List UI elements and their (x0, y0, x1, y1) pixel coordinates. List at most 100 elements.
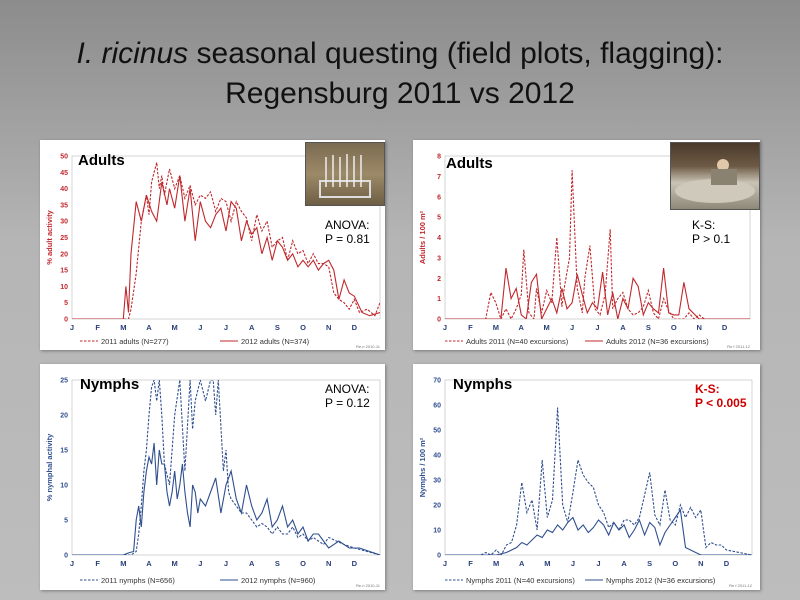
y-tick-label: 0 (437, 553, 441, 560)
x-tick-label: M (493, 559, 499, 568)
legend-label: 2011 adults (N=277) (101, 337, 169, 346)
plot-photo-image (319, 154, 371, 198)
source-tag: Re.n 2010-11 (356, 583, 381, 588)
chart-nymphs-plots: 0 5 10 15 20 25 % nymphal activity J F M A M J J A S O N D… (45, 378, 381, 589)
x-tick-label: N (326, 559, 331, 568)
x-tick-label: O (300, 323, 306, 332)
legend-label: 2012 adults (N=374) (241, 337, 310, 346)
x-tick-label: J (198, 559, 202, 568)
source-tag: Re f 2011-12 (727, 344, 751, 349)
x-tick-label: J (224, 323, 228, 332)
y-tick-label: 30 (433, 478, 441, 485)
x-tick-label: D (352, 559, 358, 568)
series-line-year1 (445, 407, 752, 555)
slide-title: I. ricinus seasonal questing (field plot… (0, 34, 800, 114)
series-line-year1 (72, 162, 380, 319)
plot-frame (444, 155, 751, 320)
x-tick-label: A (249, 323, 255, 332)
x-tick-label: M (120, 323, 126, 332)
x-tick-label: J (596, 559, 600, 568)
plot-frame (71, 379, 381, 556)
x-tick-label: S (647, 559, 652, 568)
y-tick-label: 70 (433, 378, 441, 385)
x-tick-label: A (146, 559, 152, 568)
x-tick-label: M (493, 323, 499, 332)
legend-label: 2011 nymphs (N=656) (101, 576, 175, 585)
x-tick-label: M (120, 559, 126, 568)
y-tick-label: 5 (64, 300, 68, 307)
y-tick-label: 20 (60, 413, 68, 420)
y-tick-label: 25 (60, 235, 68, 242)
y-tick-label: 1 (437, 296, 441, 303)
y-tick-label: 20 (433, 503, 441, 510)
ks-label: K-S: P < 0.005 (695, 382, 747, 410)
chart-panel-nymphs-car: 0 10 20 30 40 50 60 70 Nymphs / 100 m² J F M A M J J A S O… (413, 364, 760, 590)
x-tick-label: M (544, 559, 550, 568)
x-tick-label: A (146, 323, 152, 332)
y-axis-label: % nymphal activity (45, 433, 54, 501)
y-tick-label: 30 (60, 219, 68, 226)
car-photo (670, 142, 760, 210)
title-species: I. ricinus (76, 37, 189, 70)
stat-line2: P < 0.005 (695, 396, 747, 410)
x-tick-label: D (352, 323, 358, 332)
legend-label: Nymphs 2011 (N=40 excursions) (466, 576, 575, 585)
anova-label: ANOVA: P = 0.81 (325, 218, 370, 246)
y-tick-label: 0 (437, 317, 441, 324)
x-tick-label: F (95, 323, 100, 332)
y-tick-label: 60 (433, 403, 441, 410)
stat-line2: P = 0.12 (325, 396, 370, 410)
y-tick-label: 8 (437, 154, 441, 161)
plot-frame (444, 379, 753, 556)
x-tick-label: A (620, 323, 626, 332)
y-tick-label: 10 (60, 284, 68, 291)
x-tick-label: J (224, 559, 228, 568)
x-tick-label: J (443, 323, 447, 332)
x-tick-label: O (672, 559, 678, 568)
anova-label: ANOVA: P = 0.12 (325, 382, 370, 410)
x-tick-label: F (468, 559, 473, 568)
x-tick-label: J (570, 323, 574, 332)
title-line2: Regensburg 2011 vs 2012 (225, 77, 575, 110)
stat-line2: P = 0.81 (325, 232, 370, 246)
panel-title: Nymphs (453, 376, 513, 393)
stat-line2: P > 0.1 (692, 232, 731, 246)
stat-line1: K-S: (692, 218, 716, 232)
title-rest: seasonal questing (field plots, flagging… (188, 37, 724, 70)
legend-label: 2012 nymphs (N=960) (241, 576, 316, 585)
y-tick-label: 40 (60, 186, 68, 193)
x-tick-label: J (198, 323, 202, 332)
y-tick-label: 15 (60, 448, 68, 455)
x-tick-label: O (300, 559, 306, 568)
x-tick-label: M (172, 559, 178, 568)
plot-frame (71, 155, 381, 320)
x-tick-label: M (172, 323, 178, 332)
panel-title: Nymphs (80, 376, 140, 393)
x-tick-label: N (698, 559, 703, 568)
chart-adults-car: 0 1 2 3 4 5 6 7 8 Adults / 100 m² J F M A M J J A S O N D Adul… (418, 154, 751, 350)
x-tick-label: D (724, 559, 730, 568)
y-tick-label: 6 (437, 194, 441, 201)
x-tick-label: S (275, 559, 280, 568)
y-tick-label: 5 (437, 215, 441, 222)
y-tick-label: 50 (60, 154, 68, 161)
panel-title: Adults (78, 152, 125, 169)
legend-label: Adults 2011 (N=40 excursions) (466, 337, 569, 346)
chart-panel-nymphs-plots: 0 5 10 15 20 25 % nymphal activity J F M A M J J A S O N D… (40, 364, 385, 590)
x-tick-label: N (326, 323, 331, 332)
x-tick-label: N (696, 323, 701, 332)
y-tick-label: 0 (64, 553, 68, 560)
series-line-year2 (445, 508, 752, 555)
y-tick-label: 0 (64, 317, 68, 324)
y-tick-label: 4 (437, 235, 441, 242)
y-tick-label: 2 (437, 276, 441, 283)
y-tick-label: 45 (60, 170, 68, 177)
chart-adults-plots: 0 5 10 15 20 25 30 35 40 45 50 % adult activity J F M A… (45, 154, 381, 350)
stat-line1: K-S: (695, 382, 720, 396)
x-tick-label: O (671, 323, 677, 332)
chart-panel-adults-car: 0 1 2 3 4 5 6 7 8 Adults / 100 m² J F M A M J J A S O N D Adul… (413, 140, 760, 350)
x-tick-label: J (595, 323, 599, 332)
car-photo-image (675, 159, 755, 203)
x-tick-label: A (519, 323, 525, 332)
y-tick-label: 7 (437, 174, 441, 181)
